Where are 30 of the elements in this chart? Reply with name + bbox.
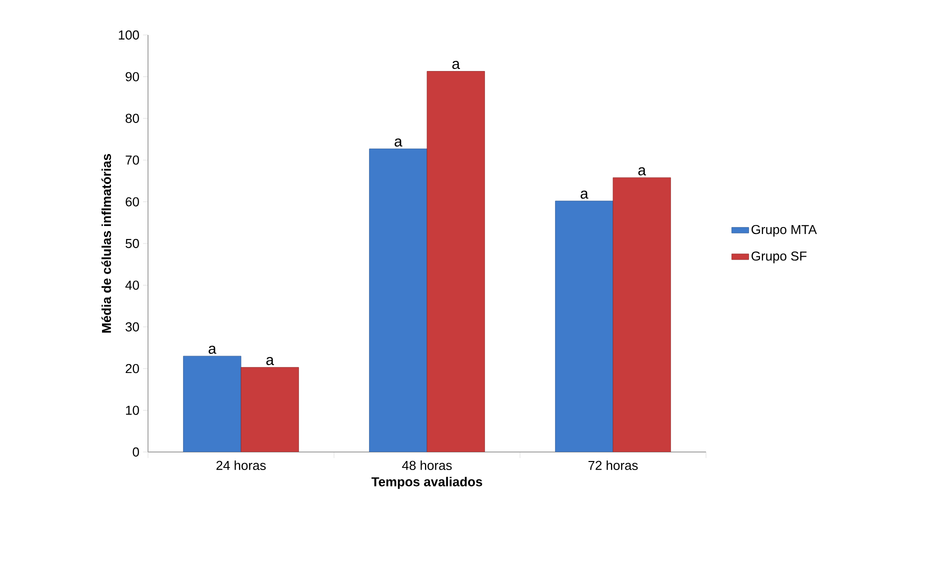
y-tick-label: 0: [132, 447, 139, 457]
y-tick-label: 30: [126, 322, 139, 332]
y-tick-label: 40: [125, 280, 139, 290]
bar: [369, 148, 428, 452]
bar: [183, 356, 242, 452]
annotation: a: [580, 190, 588, 199]
bar: [426, 71, 485, 452]
annotation: a: [638, 167, 646, 176]
bar: [240, 367, 299, 452]
annotation: a: [394, 138, 402, 147]
y-tick-label: 10: [126, 406, 139, 415]
x-tick-label: 24 horas: [216, 460, 266, 470]
y-axis-title: Média de células inflmatórias: [101, 154, 112, 333]
y-tick-label: 80: [126, 114, 139, 123]
y-tick-label: 60: [126, 197, 139, 206]
y-tick-label: 90: [126, 72, 139, 82]
annotation: a: [266, 356, 274, 366]
y-tick-label: 20: [126, 364, 139, 374]
x-tick-label: 72 horas: [588, 460, 638, 470]
y-tick-label: 70: [126, 155, 139, 165]
bar: [555, 200, 614, 452]
y-tick-label: 50: [126, 238, 139, 248]
bar: [612, 177, 671, 452]
legend-label: Grupo MTA: [752, 224, 817, 237]
x-axis-title: Tempos avaliados: [371, 476, 482, 489]
annotation: a: [452, 60, 460, 70]
legend-label: Grupo SF: [752, 251, 807, 264]
y-tick-label: 100: [118, 30, 139, 40]
annotation: a: [208, 346, 216, 354]
x-tick-label: 48 horas: [402, 460, 452, 470]
